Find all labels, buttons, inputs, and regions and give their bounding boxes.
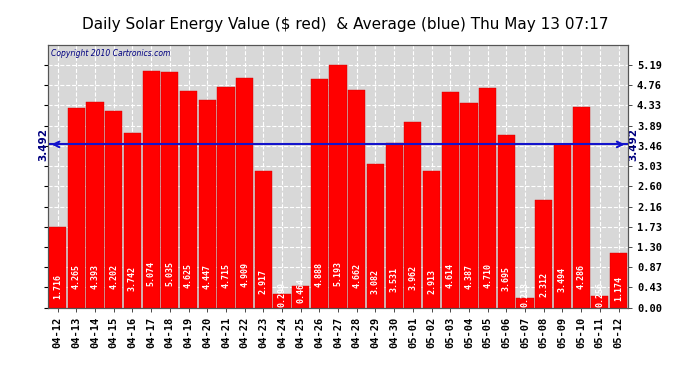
Bar <box>180 92 197 308</box>
Bar <box>442 92 459 308</box>
Text: 2.917: 2.917 <box>259 269 268 294</box>
Text: 3.492: 3.492 <box>629 128 638 161</box>
Text: 3.494: 3.494 <box>558 267 567 292</box>
Text: 4.888: 4.888 <box>315 262 324 287</box>
Text: 3.695: 3.695 <box>502 266 511 291</box>
Bar <box>497 135 515 308</box>
Bar <box>310 79 328 308</box>
Text: 4.710: 4.710 <box>483 262 492 288</box>
Text: 5.193: 5.193 <box>333 261 343 286</box>
Text: 2.312: 2.312 <box>540 272 549 297</box>
Bar <box>124 133 141 308</box>
Bar <box>460 103 477 308</box>
Bar <box>49 227 66 308</box>
Text: 4.614: 4.614 <box>446 263 455 288</box>
Text: 3.492: 3.492 <box>39 128 49 161</box>
Text: 0.256: 0.256 <box>595 282 604 307</box>
Text: 4.909: 4.909 <box>240 262 249 287</box>
Text: 4.393: 4.393 <box>90 264 99 289</box>
Bar <box>199 100 216 308</box>
Text: 1.174: 1.174 <box>614 276 623 301</box>
Bar <box>554 144 571 308</box>
Text: 0.464: 0.464 <box>296 278 305 303</box>
Bar <box>367 164 384 308</box>
Bar <box>348 90 366 308</box>
Text: 4.265: 4.265 <box>72 264 81 289</box>
Text: 3.742: 3.742 <box>128 266 137 291</box>
Bar <box>143 70 159 308</box>
Bar <box>217 87 235 308</box>
Bar <box>386 142 403 308</box>
Text: 4.662: 4.662 <box>353 263 362 288</box>
Bar <box>68 108 85 307</box>
Bar <box>273 294 290 308</box>
Bar <box>292 286 309 308</box>
Text: 3.962: 3.962 <box>408 266 417 290</box>
Bar <box>404 123 422 308</box>
Text: 5.035: 5.035 <box>166 261 175 286</box>
Bar <box>105 111 122 308</box>
Bar <box>573 107 590 308</box>
Bar <box>423 171 440 308</box>
Text: 0.299: 0.299 <box>277 282 286 307</box>
Bar <box>517 297 533 307</box>
Text: Copyright 2010 Cartronics.com: Copyright 2010 Cartronics.com <box>51 49 170 58</box>
Text: 4.447: 4.447 <box>203 264 212 288</box>
Text: 4.625: 4.625 <box>184 263 193 288</box>
Bar <box>161 72 179 308</box>
Bar <box>330 65 346 308</box>
Bar <box>535 200 553 308</box>
Text: 4.387: 4.387 <box>464 264 473 289</box>
Text: 3.082: 3.082 <box>371 268 380 294</box>
Text: 4.286: 4.286 <box>577 264 586 289</box>
Bar <box>86 102 104 308</box>
Text: 4.715: 4.715 <box>221 262 230 288</box>
Bar <box>610 253 627 308</box>
Bar <box>479 87 496 308</box>
Text: 4.202: 4.202 <box>109 264 118 290</box>
Text: 0.213: 0.213 <box>520 282 529 307</box>
Bar <box>591 296 609 307</box>
Text: 5.074: 5.074 <box>147 261 156 286</box>
Text: 2.913: 2.913 <box>427 269 436 294</box>
Text: Daily Solar Energy Value ($ red)  & Average (blue) Thu May 13 07:17: Daily Solar Energy Value ($ red) & Avera… <box>81 17 609 32</box>
Bar <box>255 171 272 308</box>
Text: 1.716: 1.716 <box>53 274 62 299</box>
Bar <box>236 78 253 308</box>
Text: 3.531: 3.531 <box>390 267 399 292</box>
